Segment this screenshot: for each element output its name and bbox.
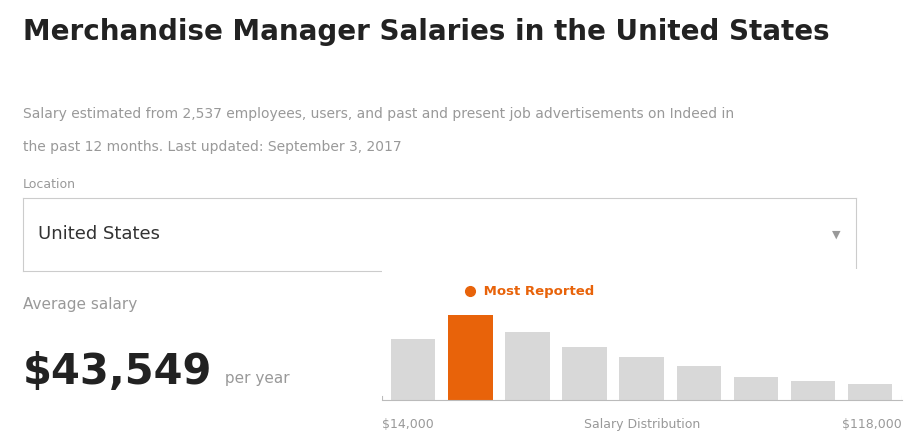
Text: per year: per year (221, 371, 289, 386)
Text: Salary Distribution: Salary Distribution (583, 418, 699, 431)
Text: $14,000: $14,000 (381, 418, 433, 431)
Text: Salary estimated from 2,537 employees, users, and past and present job advertise: Salary estimated from 2,537 employees, u… (23, 107, 733, 121)
Text: the past 12 months. Last updated: September 3, 2017: the past 12 months. Last updated: Septem… (23, 140, 402, 154)
Bar (391, 339, 435, 400)
Text: $118,000: $118,000 (841, 418, 901, 431)
Bar (448, 315, 492, 400)
Text: ▼: ▼ (831, 229, 840, 239)
Bar (790, 381, 834, 400)
Text: United States: United States (38, 225, 160, 243)
Text: Location: Location (23, 178, 76, 191)
Bar (675, 366, 720, 400)
Bar (505, 332, 550, 400)
Bar (732, 377, 777, 400)
Text: Most Reported: Most Reported (479, 285, 594, 298)
Bar (847, 385, 891, 400)
Text: Average salary: Average salary (23, 297, 137, 313)
Bar (618, 357, 664, 400)
Text: Merchandise Manager Salaries in the United States: Merchandise Manager Salaries in the Unit… (23, 18, 829, 46)
Text: $43,549: $43,549 (23, 351, 212, 393)
Bar (562, 347, 607, 400)
